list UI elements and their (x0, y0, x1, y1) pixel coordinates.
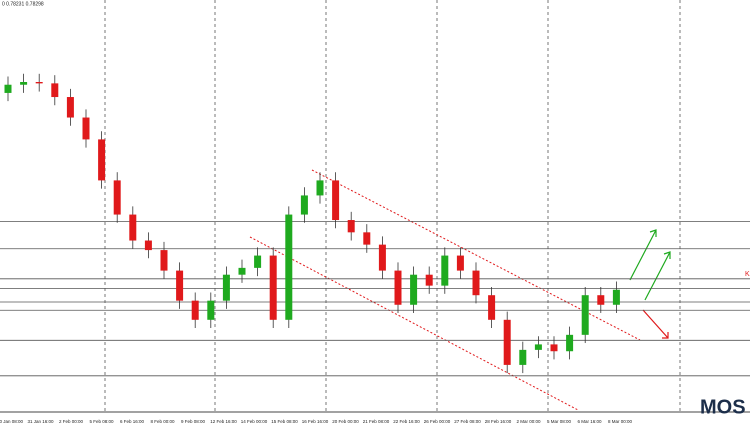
candle-body (503, 319, 511, 365)
x-tick-label: 15 Feb 08:00 (271, 419, 298, 424)
x-tick-label: 30 Jan 08:00 (0, 419, 24, 424)
candle-body (347, 220, 355, 233)
candle-body (238, 267, 246, 275)
candle-body (378, 244, 386, 271)
x-tick-label: 2 Feb 00:00 (59, 419, 84, 424)
candle-body (35, 82, 43, 84)
candle-body (191, 300, 199, 320)
candle-body (300, 195, 308, 215)
candle-body (222, 274, 230, 301)
candle-body (113, 180, 121, 215)
x-tick-label: 21 Feb 08:00 (363, 419, 390, 424)
candle-body (472, 270, 480, 296)
candle-body (4, 84, 12, 93)
candle-body (66, 97, 74, 118)
candle-body (410, 274, 418, 305)
candle-body (51, 83, 59, 98)
x-tick-label: 6 Mar 16:00 (577, 419, 602, 424)
x-tick-label: 28 Feb 16:00 (485, 419, 512, 424)
x-tick-label: 31 Jan 16:00 (27, 419, 54, 424)
header: 0 0.78231 0.78298 (2, 1, 44, 7)
x-tick-label: 6 Feb 16:00 (120, 419, 145, 424)
arrows (629, 229, 671, 339)
candle-body (456, 255, 464, 271)
candle-body (332, 180, 340, 221)
candle-body (597, 295, 605, 305)
candle-body (82, 117, 90, 140)
x-tick-label: 9 Feb 08:00 (181, 419, 206, 424)
candle-body (129, 214, 137, 241)
candle-body (285, 214, 293, 320)
x-tick-label: 5 Feb 08:00 (89, 419, 114, 424)
candle-body (207, 300, 215, 320)
candle-body (441, 255, 449, 286)
candle-body (394, 270, 402, 305)
right-marker: K (745, 271, 750, 278)
candle-body (176, 270, 184, 301)
candle-body (144, 240, 152, 251)
x-tick-label: 20 Feb 00:00 (332, 419, 359, 424)
candle-body (488, 295, 496, 320)
candle-body (534, 344, 542, 350)
candle-body (20, 82, 28, 85)
x-tick-label: 8 Mar 00:00 (608, 419, 633, 424)
x-tick-label: 26 Feb 00:00 (424, 419, 451, 424)
candle-body (316, 180, 324, 196)
channel (249, 169, 641, 411)
x-tick-label: 22 Feb 16:00 (393, 419, 420, 424)
x-tick-label: 27 Feb 08:00 (454, 419, 481, 424)
x-tick-label: 16 Feb 16:00 (302, 419, 329, 424)
candle-body (254, 255, 262, 268)
candle-body (269, 255, 277, 320)
candle-body (581, 295, 589, 335)
week-separators (104, 0, 681, 412)
candle-body (425, 274, 433, 286)
x-tick-label: 14 Feb 00:00 (241, 419, 268, 424)
x-tick-label: 2 Mar 00:00 (516, 419, 541, 424)
x-tick-label: 5 Mar 08:00 (547, 419, 572, 424)
x-tick-label: 8 Feb 00:00 (150, 419, 175, 424)
candle-body (550, 344, 558, 352)
candle-body (160, 250, 168, 271)
x-tick-label: 12 Feb 16:00 (210, 419, 237, 424)
candle-body (612, 289, 620, 305)
logo: MOS (700, 396, 746, 418)
candle-body (519, 349, 527, 365)
candle-body (566, 334, 574, 352)
candle-body (363, 232, 371, 245)
candle-body (98, 139, 106, 181)
